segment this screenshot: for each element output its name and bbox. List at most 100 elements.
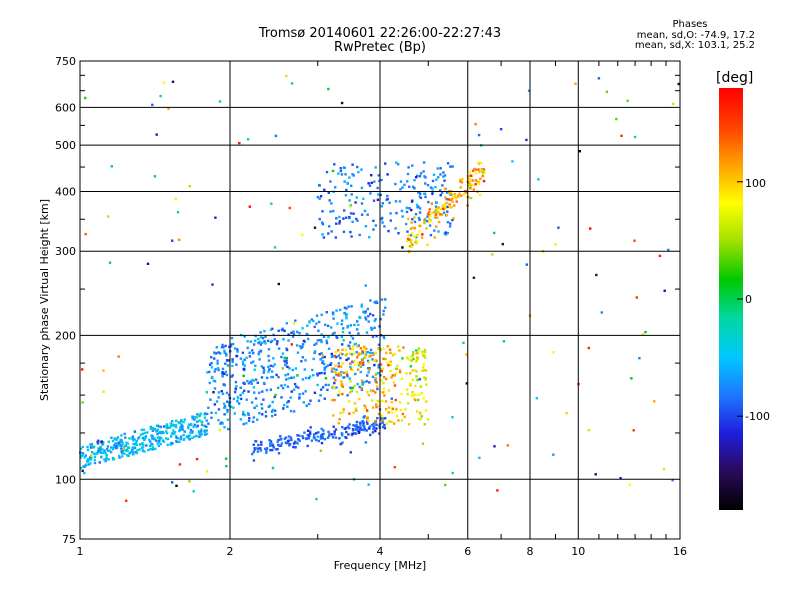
scatter-point-1765 <box>626 99 629 102</box>
scatter-point-1470 <box>426 183 430 187</box>
scatter-point-1125 <box>381 367 384 371</box>
scatter-point-101 <box>261 336 265 340</box>
scatter-point-341 <box>174 423 178 427</box>
scatter-point-1381 <box>441 184 444 187</box>
scatter-point-623 <box>268 404 272 407</box>
scatter-point-1345 <box>395 407 398 411</box>
scatter-point-1007 <box>365 420 369 423</box>
scatter-point-1846 <box>493 445 496 448</box>
scatter-point-1746 <box>188 185 191 188</box>
scatter-point-209 <box>200 420 204 423</box>
scatter-point-690 <box>243 335 246 338</box>
scatter-point-396 <box>349 365 352 369</box>
scatter-point-1184 <box>422 397 425 400</box>
scatter-point-1879 <box>180 426 183 430</box>
scatter-point-347 <box>301 327 304 330</box>
scatter-point-394 <box>120 452 124 455</box>
scatter-point-1133 <box>409 365 413 368</box>
scatter-point-876 <box>354 372 357 376</box>
scatter-point-594 <box>104 458 108 461</box>
scatter-point-1145 <box>387 406 391 409</box>
scatter-point-476 <box>151 448 154 451</box>
scatter-point-523 <box>283 356 286 360</box>
scatter-point-721 <box>210 362 213 365</box>
scatter-point-485 <box>127 446 131 450</box>
scatter-point-116 <box>313 325 316 329</box>
scatter-point-1200 <box>364 354 367 357</box>
scatter-point-1281 <box>334 371 338 375</box>
scatter-point-1287 <box>339 393 342 396</box>
scatter-point-979 <box>345 430 348 434</box>
scatter-point-1649 <box>445 201 448 205</box>
scatter-point-1691 <box>425 227 428 230</box>
scatter-point-1046 <box>288 442 292 446</box>
scatter-point-519 <box>260 365 263 368</box>
scatter-point-912 <box>374 429 377 433</box>
scatter-point-1130 <box>357 353 360 356</box>
scatter-point-886 <box>382 309 385 313</box>
scatter-point-1875 <box>135 443 138 447</box>
scatter-point-1199 <box>370 390 373 393</box>
scatter-point-51 <box>234 380 238 384</box>
scatter-point-820 <box>241 360 244 363</box>
scatter-point-1536 <box>446 162 450 165</box>
scatter-point-1346 <box>336 374 340 377</box>
scatter-point-1848 <box>292 322 295 325</box>
scatter-point-350 <box>249 340 252 343</box>
scatter-point-1270 <box>337 349 340 352</box>
scatter-point-53 <box>253 368 256 371</box>
scatter-point-1619 <box>434 215 437 218</box>
scatter-point-1678 <box>452 216 455 220</box>
scatter-point-79 <box>318 372 321 375</box>
scatter-point-688 <box>335 386 338 389</box>
scatter-point-1227 <box>389 363 392 367</box>
scatter-point-587 <box>266 339 270 342</box>
scatter-point-788 <box>259 331 262 334</box>
scatter-point-1774 <box>630 377 633 380</box>
scatter-point-1462 <box>406 172 410 176</box>
scatter-point-1423 <box>377 174 380 177</box>
scatter-point-1326 <box>422 366 425 369</box>
scatter-point-554 <box>360 303 363 306</box>
y-tick-label-500: 500 <box>55 139 76 152</box>
scatter-point-719 <box>223 406 226 409</box>
scatter-point-1445 <box>415 203 419 206</box>
scatter-point-1233 <box>341 348 344 351</box>
scatter-point-38 <box>330 326 333 329</box>
scatter-point-238 <box>337 362 340 365</box>
scatter-point-1729 <box>428 211 431 214</box>
scatter-point-124 <box>203 424 206 427</box>
scatter-point-187 <box>123 452 126 455</box>
scatter-point-227 <box>159 425 163 429</box>
scatter-point-1494 <box>429 233 433 237</box>
scatter-point-1526 <box>446 231 449 235</box>
scatter-point-770 <box>283 359 286 363</box>
scatter-point-468 <box>93 461 97 465</box>
scatter-point-446 <box>181 428 184 431</box>
scatter-point-672 <box>380 298 384 301</box>
scatter-point-41 <box>366 359 370 363</box>
scatter-point-119 <box>350 353 354 356</box>
scatter-point-1279 <box>410 355 413 358</box>
scatter-point-1777 <box>171 80 175 83</box>
scatter-point-1863 <box>331 169 335 173</box>
scatter-point-1592 <box>465 195 468 198</box>
scatter-point-480 <box>287 333 290 336</box>
scatter-point-1578 <box>434 185 437 189</box>
scatter-point-533 <box>173 432 176 436</box>
scatter-point-1205 <box>375 359 378 363</box>
scatter-point-1321 <box>407 358 410 361</box>
scatter-point-1328 <box>391 374 394 377</box>
scatter-point-978 <box>327 430 330 433</box>
scatter-point-1088 <box>354 425 357 428</box>
scatter-point-241 <box>153 428 156 431</box>
scatter-point-369 <box>123 432 126 436</box>
scatter-point-382 <box>157 444 161 448</box>
scatter-point-1605 <box>410 232 414 235</box>
scatter-point-803 <box>132 442 135 446</box>
scatter-point-558 <box>197 435 200 438</box>
scatter-point-1799 <box>340 101 344 105</box>
scatter-point-1758 <box>321 354 324 357</box>
scatter-point-1479 <box>381 202 384 205</box>
scatter-point-404 <box>230 375 233 378</box>
